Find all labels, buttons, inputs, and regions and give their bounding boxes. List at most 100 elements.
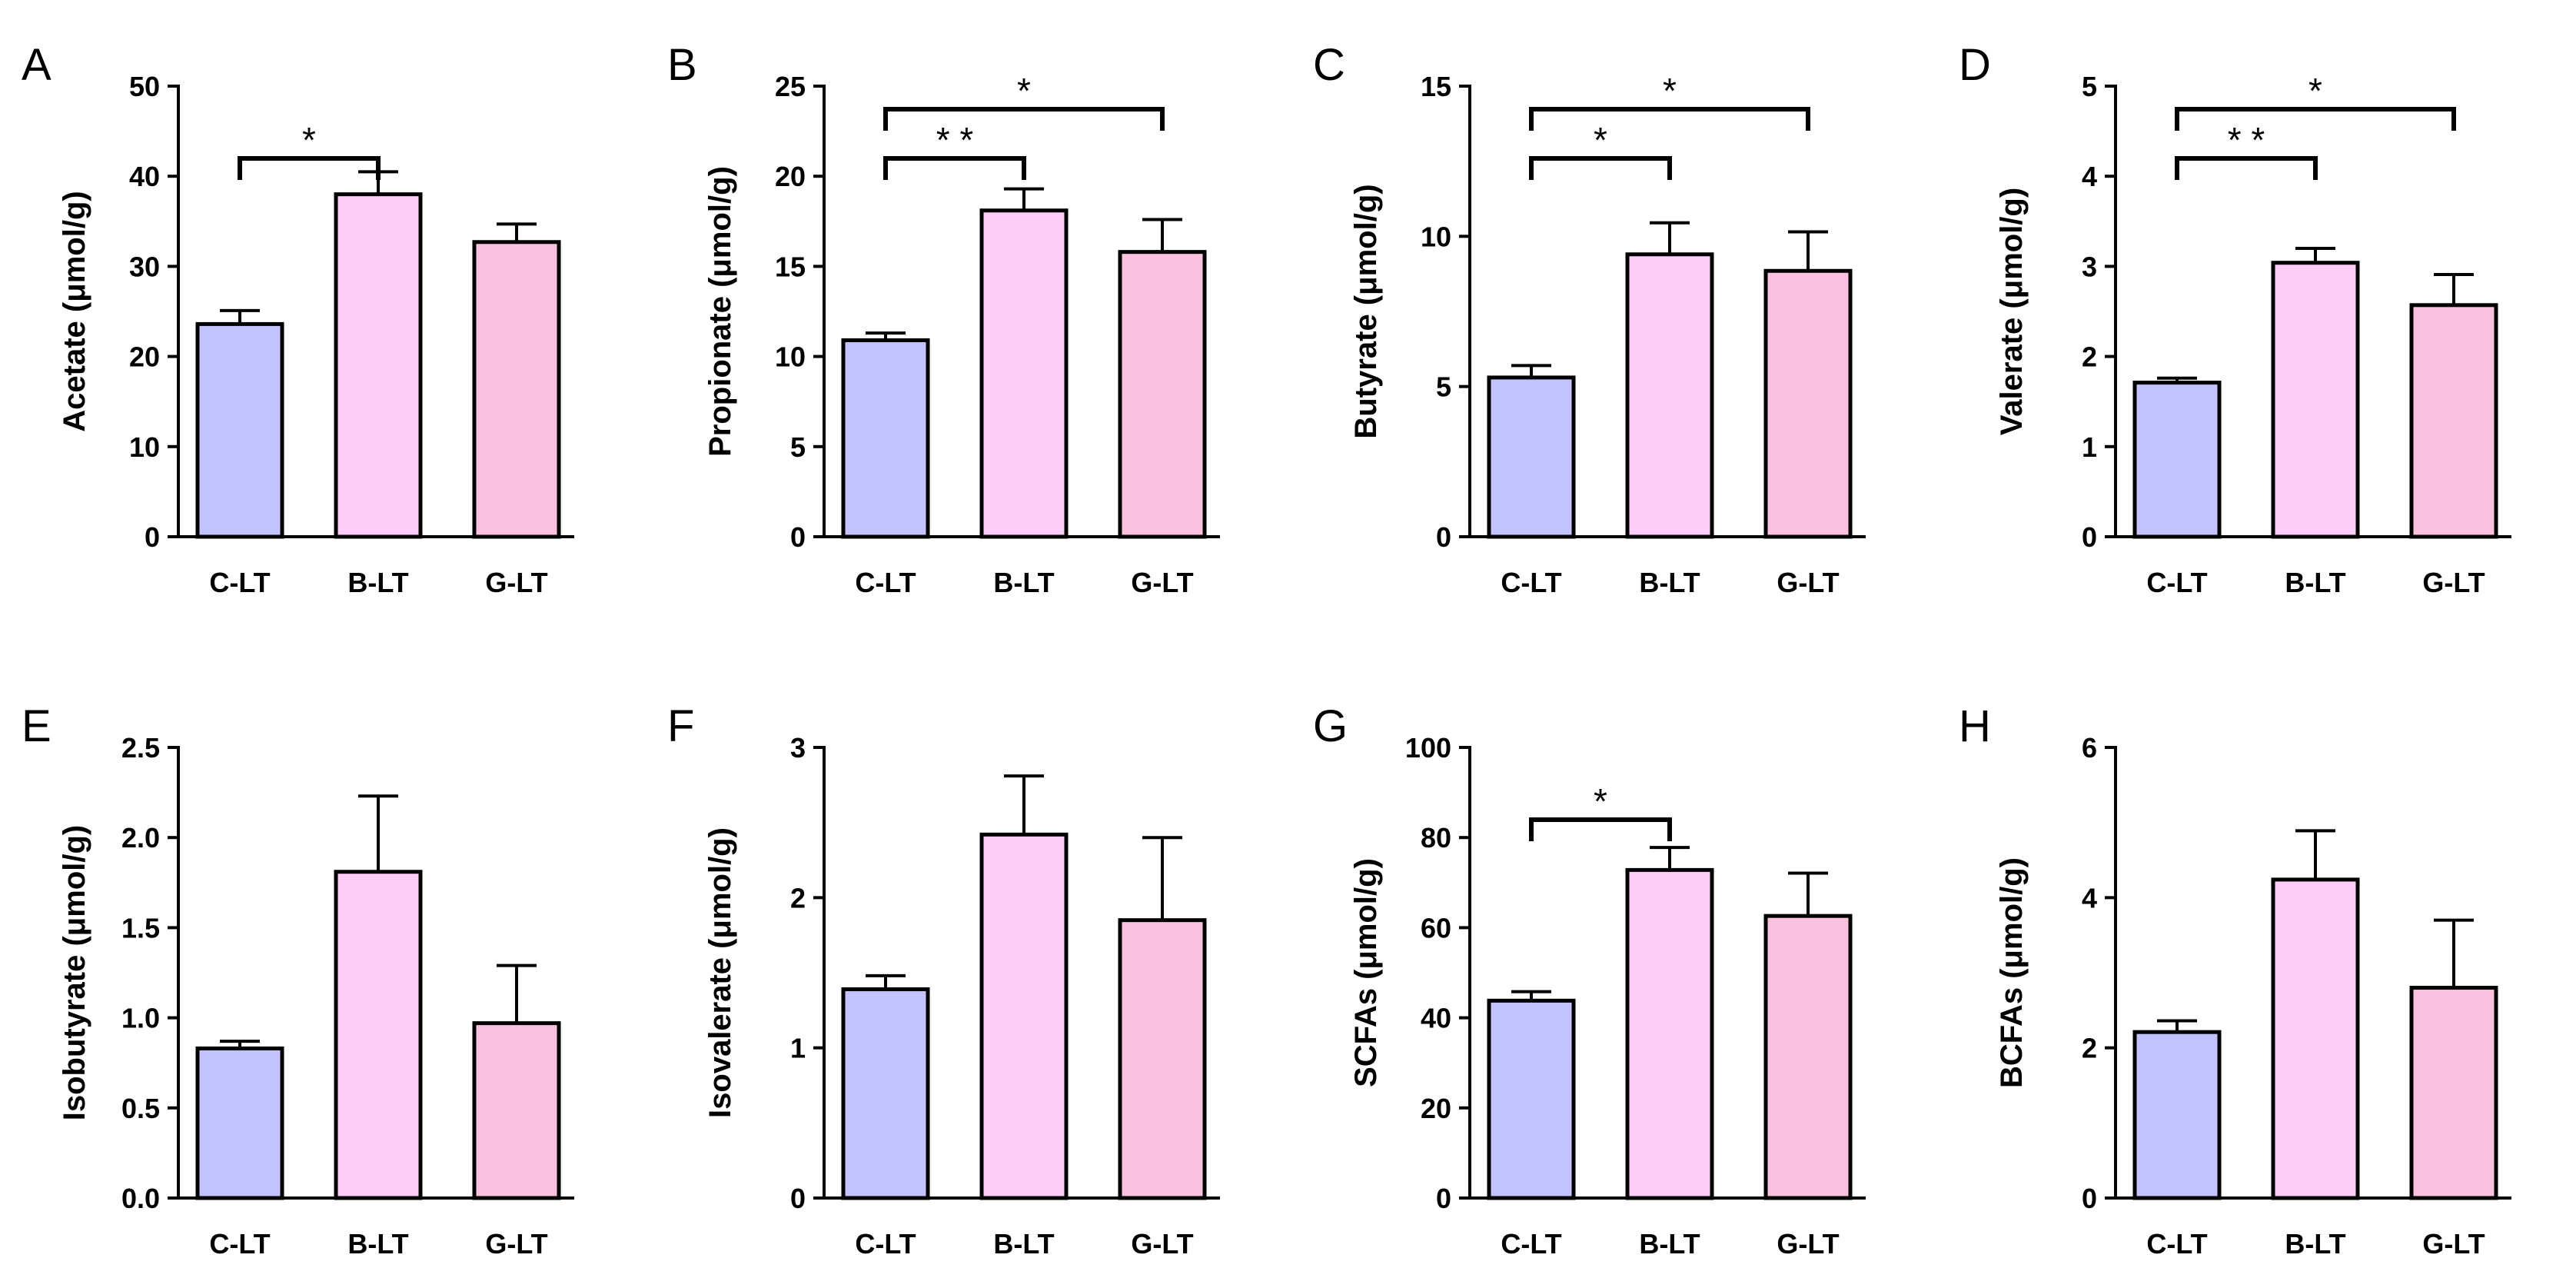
y-tick-label: 4 [2082,882,2097,914]
bar-g-lt [1118,918,1207,1200]
y-tick-label: 2.0 [121,822,160,854]
bar-g-lt [1118,250,1207,539]
significance-bracket [2175,107,2456,131]
bar-b-lt [979,832,1069,1200]
x-tick-label: C-LT [2146,1228,2207,1260]
x-tick-label: C-LT [1501,567,1561,598]
y-axis-title: Valerate (μmol/g) [1995,188,2029,435]
panel-letter: A [22,40,52,90]
y-tick-label: 0 [1436,1183,1451,1214]
bar-c-lt [841,987,930,1200]
y-tick-label: 10 [129,431,160,463]
x-tick-label: B-LT [2285,1228,2345,1260]
significance-label: * [1594,781,1607,821]
y-axis-title: SCFAs (μmol/g) [1349,858,1383,1087]
x-tick-label: B-LT [1639,1228,1700,1260]
y-tick-label: 5 [1436,371,1451,403]
y-tick-label: 3 [2082,251,2097,282]
x-tick-label: C-LT [1501,1228,1561,1260]
y-axis-title: Butyrate (μmol/g) [1349,184,1383,438]
x-tick-label: G-LT [2422,567,2485,598]
y-tick-label: 60 [1421,912,1451,944]
bar-b-lt [979,208,1069,539]
chart-panel-b: B Propionate (μmol/g) 0 5 10 15 20 25 C-LT B-LT G-… [667,40,1220,598]
chart-panel-d: D Valerate (μmol/g) 0 1 2 3 4 5 C-LT B-LT G-LT * * * [1959,40,2511,598]
x-tick-label: G-LT [2422,1228,2485,1260]
y-tick-label: 5 [790,431,806,463]
y-tick-label: 2 [790,882,806,914]
significance-bracket [2175,156,2318,180]
chart-panel-c: C Butyrate (μmol/g) 0 5 10 15 C-LT B-LT G-LT * * [1313,40,1866,598]
y-tick-label: 0 [790,1183,806,1214]
significance-bracket [883,156,1026,180]
y-tick-label: 1 [790,1033,806,1064]
x-tick-label: C-LT [209,567,270,598]
y-tick-label: 20 [775,161,806,192]
panel-letter: H [1959,701,1991,751]
panel-letter: B [667,40,697,90]
y-tick-label: 30 [129,251,160,282]
chart-panel-g: G SCFAs (μmol/g) 0 20 40 60 80 100 C-LT B-LT G-LT * [1313,701,1866,1260]
bar-g-lt [1763,268,1853,539]
chart-panel-a: A Acetate (μmol/g) 0 10 20 30 40 50 C-LT B-LT G-LT… [22,40,574,598]
bar-b-lt [334,870,423,1200]
bar-c-lt [195,1046,284,1200]
significance-label: * * [2228,120,2265,160]
y-tick-label: 2 [2082,1033,2097,1064]
significance-bracket [238,156,381,180]
bar-g-lt [2409,986,2498,1200]
y-tick-label: 40 [1421,1003,1451,1034]
bar-g-lt [472,240,561,539]
bar-c-lt [2132,381,2222,539]
y-tick-label: 0 [2082,521,2097,553]
x-tick-label: C-LT [2146,567,2207,598]
y-tick-label: 1.0 [121,1003,160,1034]
chart-panel-f: F Isovalerate (μmol/g) 0 1 2 3 C-LT B-LT G-LT [667,701,1220,1260]
bar-c-lt [2132,1030,2222,1200]
bar-c-lt [841,338,930,539]
x-tick-label: B-LT [1639,567,1700,598]
y-tick-label: 6 [2082,732,2097,764]
y-tick-label: 3 [790,732,806,764]
significance-bracket [1529,107,1810,131]
bar-b-lt [2271,261,2360,539]
x-tick-label: C-LT [209,1228,270,1260]
panel-letter: E [22,701,52,751]
y-tick-label: 0 [145,521,160,553]
y-tick-label: 25 [775,71,806,102]
y-tick-label: 50 [129,71,160,102]
significance-bracket [883,107,1165,131]
significance-label: * [1594,120,1607,160]
significance-label: * [2308,71,2322,111]
bar-c-lt [1487,375,1576,539]
y-tick-label: 1.5 [121,912,160,944]
bar-g-lt [1763,914,1853,1200]
x-tick-label: C-LT [855,567,916,598]
y-tick-label: 2 [2082,341,2097,373]
x-tick-label: C-LT [855,1228,916,1260]
panel-letter: F [667,701,694,751]
x-tick-label: G-LT [485,567,547,598]
y-tick-label: 0 [2082,1183,2097,1214]
y-axis-title: BCFAs (μmol/g) [1995,857,2029,1088]
y-tick-label: 100 [1405,732,1451,764]
y-tick-label: 5 [2082,71,2097,102]
significance-label: * * [936,120,974,160]
x-tick-label: G-LT [1131,1228,1193,1260]
y-axis-title: Isobutyrate (μmol/g) [58,825,91,1121]
panel-letter: D [1959,40,1991,90]
y-tick-label: 80 [1421,822,1451,854]
x-tick-label: B-LT [347,1228,408,1260]
y-tick-label: 15 [1421,71,1451,102]
x-tick-label: B-LT [993,1228,1054,1260]
bar-b-lt [1625,252,1714,539]
y-tick-label: 10 [775,341,806,373]
y-tick-label: 1 [2082,431,2097,463]
bar-c-lt [1487,998,1576,1200]
significance-label: * [1663,71,1677,111]
significance-label: * [302,120,316,160]
x-tick-label: G-LT [1777,567,1839,598]
y-tick-label: 0.5 [121,1093,160,1124]
y-axis-title: Propionate (μmol/g) [703,166,737,457]
